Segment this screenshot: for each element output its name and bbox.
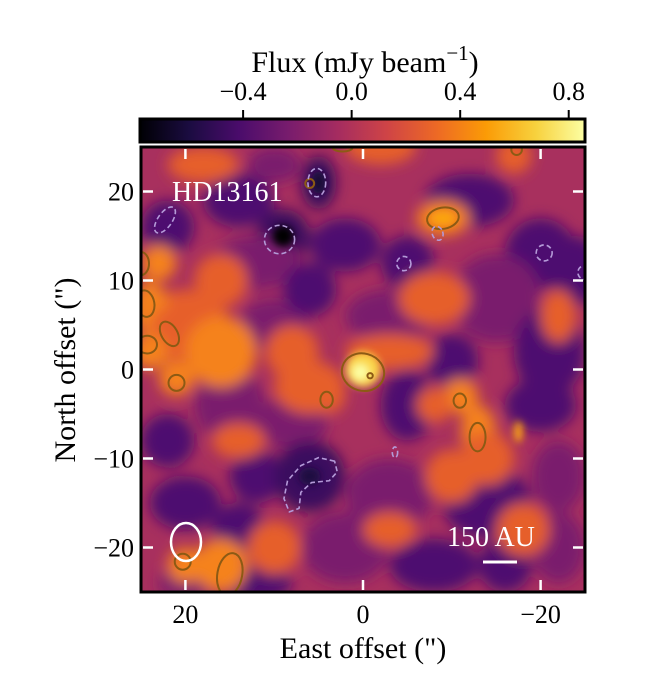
positive-contour bbox=[141, 251, 150, 277]
flux-blob bbox=[389, 538, 479, 592]
scale-bar-label: 150 AU bbox=[447, 522, 535, 553]
negative-contour bbox=[535, 244, 553, 262]
y-tick-label: −20 bbox=[93, 534, 134, 563]
flux-blob bbox=[203, 173, 275, 228]
flux-blob bbox=[345, 458, 435, 530]
negative-contour bbox=[263, 224, 296, 255]
flux-blob bbox=[247, 147, 301, 183]
flux-core bbox=[272, 225, 294, 247]
positive-contour bbox=[304, 178, 316, 189]
colorbar-gradient bbox=[138, 117, 587, 144]
colorbar-tick-label: −0.4 bbox=[220, 77, 267, 106]
positive-contour bbox=[173, 552, 192, 571]
flux-blob bbox=[194, 538, 248, 592]
y-tick-label: 10 bbox=[108, 267, 134, 296]
flux-blob bbox=[363, 511, 417, 548]
x-tick-label: 20 bbox=[172, 600, 198, 629]
positive-contour bbox=[167, 373, 186, 392]
flux-blob bbox=[185, 316, 257, 388]
negative-contour bbox=[391, 446, 399, 459]
flux-blob bbox=[229, 449, 284, 503]
negative-contour bbox=[307, 167, 327, 198]
flux-blob bbox=[194, 253, 248, 308]
flux-blob bbox=[549, 236, 585, 308]
flux-blob bbox=[398, 271, 470, 325]
y-tick-label: −10 bbox=[93, 445, 134, 474]
flux-blob bbox=[247, 520, 301, 575]
flux-core bbox=[513, 421, 523, 443]
flux-blob bbox=[380, 369, 435, 441]
y-tick-label: 20 bbox=[108, 178, 134, 207]
flux-core bbox=[311, 171, 326, 195]
flux-blob bbox=[283, 262, 337, 317]
x-tick-label: 0 bbox=[357, 600, 370, 629]
negative-contour bbox=[153, 206, 177, 234]
x-axis-label: East offset (") bbox=[280, 632, 447, 665]
flux-core bbox=[430, 211, 456, 226]
x-tick-label: −20 bbox=[520, 600, 561, 629]
flux-blob bbox=[309, 218, 381, 272]
flux-blob bbox=[141, 414, 195, 468]
plot-frame bbox=[139, 145, 587, 594]
positive-contour bbox=[366, 372, 374, 380]
flux-blob bbox=[425, 333, 479, 388]
flux-blob bbox=[141, 244, 177, 281]
flux-blob bbox=[505, 378, 577, 432]
y-axis-label: North offset (") bbox=[49, 278, 82, 463]
negative-contour bbox=[431, 225, 444, 242]
flux-blob bbox=[158, 360, 195, 397]
flux-blob bbox=[451, 253, 541, 343]
target-label: HD13161 bbox=[172, 177, 282, 208]
positive-contour bbox=[340, 352, 386, 393]
flux-blob bbox=[212, 422, 266, 459]
flux-core bbox=[352, 364, 369, 381]
negative-contour bbox=[283, 456, 339, 513]
colorbar-tick-label: 0.0 bbox=[335, 77, 368, 106]
positive-contour bbox=[216, 552, 244, 592]
flux-blob bbox=[496, 147, 532, 174]
colorbar-tick-label: 0.8 bbox=[552, 77, 585, 106]
flux-blob bbox=[416, 387, 452, 423]
flux-blob bbox=[531, 440, 585, 512]
flux-blob bbox=[309, 378, 346, 414]
flux-blob bbox=[194, 369, 266, 441]
y-tick-label: 0 bbox=[121, 356, 134, 385]
colorbar-label: Flux (mJy beam−1) bbox=[251, 41, 478, 79]
positive-contour bbox=[141, 289, 156, 318]
beam-ellipse bbox=[169, 521, 203, 563]
positive-contour bbox=[141, 334, 158, 355]
positive-contour bbox=[510, 147, 523, 156]
positive-contour bbox=[158, 320, 181, 348]
positive-contour bbox=[452, 392, 468, 409]
flux-blob bbox=[149, 476, 221, 530]
flux-map bbox=[141, 147, 585, 592]
colorbar-tick-label: 0.4 bbox=[444, 77, 477, 106]
flux-blob bbox=[460, 431, 514, 486]
flux-core bbox=[299, 467, 321, 486]
flux-blob bbox=[496, 503, 550, 557]
positive-contour bbox=[319, 390, 334, 409]
positive-contour bbox=[426, 206, 460, 231]
colorbar: Flux (mJy beam−1) −0.4 0.0 0.4 0.8 bbox=[138, 41, 587, 144]
negative-contour bbox=[395, 255, 412, 272]
flux-blob bbox=[540, 289, 577, 343]
positive-contour bbox=[468, 421, 487, 453]
